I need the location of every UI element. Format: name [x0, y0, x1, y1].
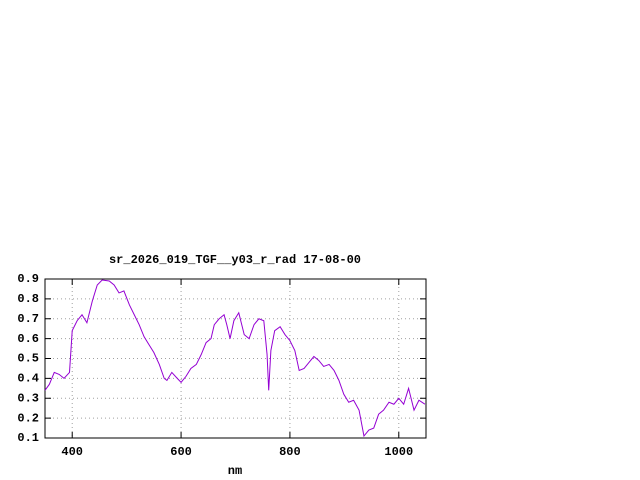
x-tick-label: 800 [279, 445, 301, 459]
y-tick-label: 0.5 [17, 352, 39, 366]
chart-title: sr_2026_019_TGF__y03_r_rad 17-08-00 [109, 253, 361, 267]
y-tick-label: 0.6 [17, 332, 39, 346]
plot-border [44, 278, 427, 439]
y-tick-label: 0.1 [17, 431, 39, 445]
y-tick-label: 0.2 [17, 411, 39, 425]
x-tick-label: 400 [61, 445, 83, 459]
y-tick-label: 0.4 [17, 372, 39, 386]
x-axis-label: nm [228, 464, 242, 478]
data-line [44, 279, 426, 438]
x-tick-label: 1000 [384, 445, 413, 459]
y-tick-label: 0.3 [17, 391, 39, 405]
x-tick-label: 600 [170, 445, 192, 459]
y-tick-label: 0.9 [17, 272, 39, 286]
y-tick-label: 0.8 [17, 292, 39, 306]
y-tick-label: 0.7 [17, 312, 39, 326]
